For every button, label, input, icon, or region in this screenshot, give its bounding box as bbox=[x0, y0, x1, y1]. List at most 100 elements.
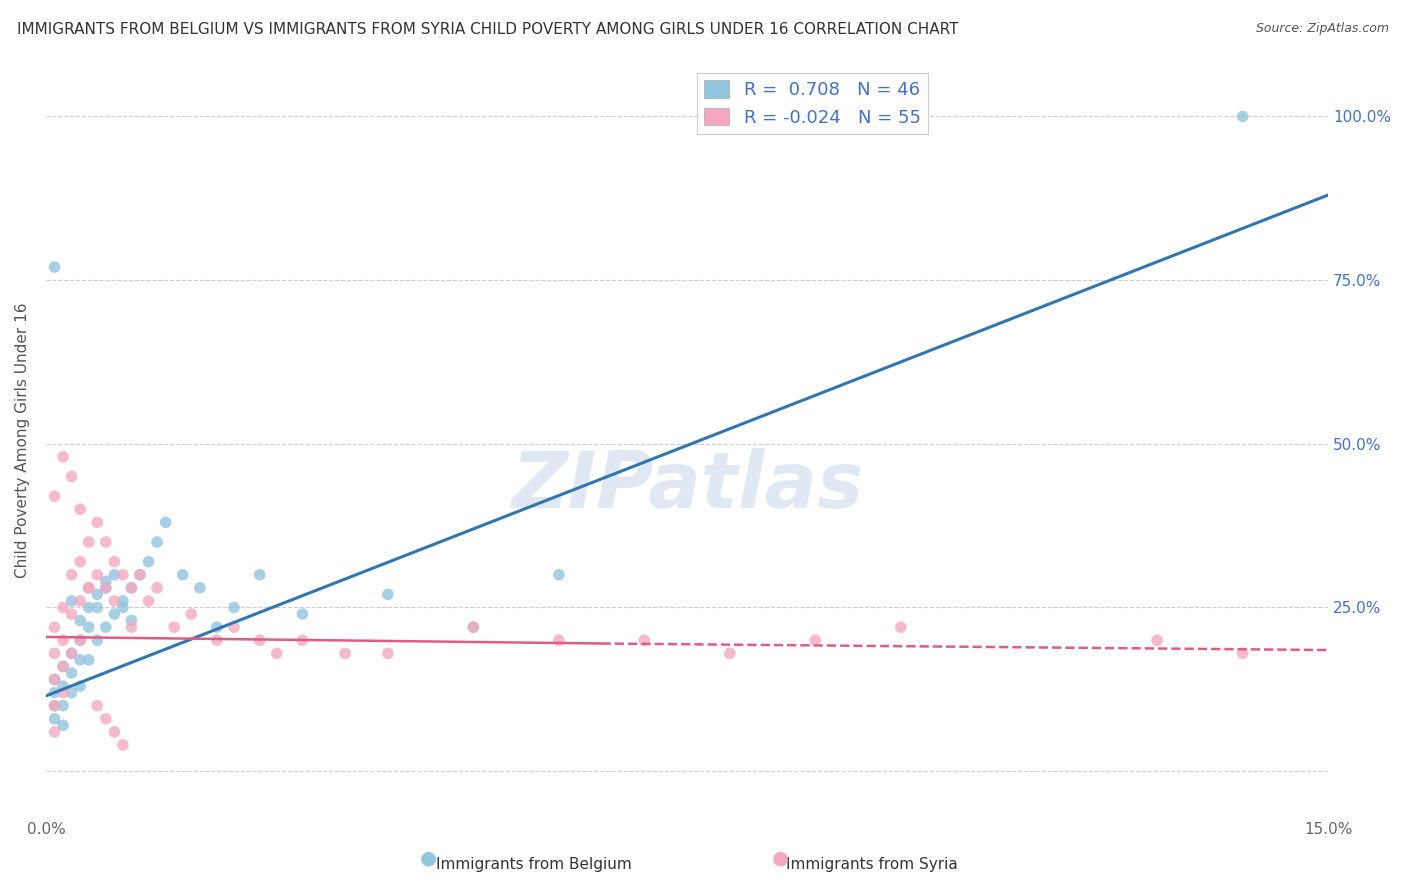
Point bbox=[103, 567, 125, 582]
Point bbox=[111, 738, 134, 752]
Text: Immigrants from Belgium: Immigrants from Belgium bbox=[436, 857, 633, 872]
Point bbox=[69, 555, 91, 569]
Point bbox=[44, 698, 66, 713]
Point bbox=[266, 646, 288, 660]
Point bbox=[463, 620, 485, 634]
Point bbox=[249, 567, 271, 582]
Point bbox=[94, 581, 117, 595]
Point bbox=[60, 646, 83, 660]
Point bbox=[69, 653, 91, 667]
Point bbox=[60, 469, 83, 483]
Point bbox=[155, 516, 177, 530]
Point bbox=[1232, 110, 1254, 124]
Point bbox=[77, 653, 100, 667]
Point bbox=[333, 646, 356, 660]
Point bbox=[69, 614, 91, 628]
Point bbox=[52, 600, 75, 615]
Y-axis label: Child Poverty Among Girls Under 16: Child Poverty Among Girls Under 16 bbox=[15, 302, 30, 578]
Text: ●: ● bbox=[420, 849, 437, 868]
Point bbox=[222, 620, 245, 634]
Point bbox=[633, 633, 655, 648]
Point bbox=[146, 581, 169, 595]
Point bbox=[111, 567, 134, 582]
Point bbox=[44, 712, 66, 726]
Point bbox=[804, 633, 827, 648]
Text: IMMIGRANTS FROM BELGIUM VS IMMIGRANTS FROM SYRIA CHILD POVERTY AMONG GIRLS UNDER: IMMIGRANTS FROM BELGIUM VS IMMIGRANTS FR… bbox=[17, 22, 959, 37]
Point bbox=[249, 633, 271, 648]
Point bbox=[77, 535, 100, 549]
Point bbox=[377, 587, 399, 601]
Text: Immigrants from Syria: Immigrants from Syria bbox=[786, 857, 957, 872]
Point bbox=[222, 600, 245, 615]
Point bbox=[138, 594, 160, 608]
Point bbox=[69, 502, 91, 516]
Point bbox=[77, 600, 100, 615]
Text: ZIPatlas: ZIPatlas bbox=[510, 448, 863, 524]
Point bbox=[120, 620, 142, 634]
Point bbox=[77, 581, 100, 595]
Point bbox=[44, 673, 66, 687]
Point bbox=[69, 594, 91, 608]
Point bbox=[463, 620, 485, 634]
Point bbox=[1232, 646, 1254, 660]
Point bbox=[890, 620, 912, 634]
Point bbox=[120, 581, 142, 595]
Point bbox=[129, 567, 152, 582]
Point bbox=[547, 567, 569, 582]
Point bbox=[120, 614, 142, 628]
Point bbox=[86, 567, 108, 582]
Point bbox=[77, 620, 100, 634]
Point bbox=[44, 620, 66, 634]
Point bbox=[86, 587, 108, 601]
Point bbox=[188, 581, 211, 595]
Point bbox=[52, 679, 75, 693]
Point bbox=[52, 685, 75, 699]
Point bbox=[205, 633, 228, 648]
Point bbox=[86, 698, 108, 713]
Point bbox=[547, 633, 569, 648]
Point bbox=[52, 718, 75, 732]
Point bbox=[94, 574, 117, 589]
Point bbox=[86, 633, 108, 648]
Point bbox=[69, 633, 91, 648]
Point bbox=[52, 659, 75, 673]
Point bbox=[172, 567, 194, 582]
Point bbox=[291, 633, 314, 648]
Point bbox=[52, 659, 75, 673]
Point bbox=[103, 724, 125, 739]
Point bbox=[44, 260, 66, 274]
Point bbox=[146, 535, 169, 549]
Point bbox=[163, 620, 186, 634]
Point bbox=[86, 516, 108, 530]
Point bbox=[94, 712, 117, 726]
Point bbox=[205, 620, 228, 634]
Point bbox=[180, 607, 202, 621]
Point bbox=[69, 633, 91, 648]
Point bbox=[44, 685, 66, 699]
Point bbox=[52, 450, 75, 464]
Legend: R =  0.708   N = 46, R = -0.024   N = 55: R = 0.708 N = 46, R = -0.024 N = 55 bbox=[697, 73, 928, 134]
Point bbox=[52, 633, 75, 648]
Point bbox=[377, 646, 399, 660]
Point bbox=[718, 646, 741, 660]
Point bbox=[69, 679, 91, 693]
Point bbox=[86, 600, 108, 615]
Point bbox=[44, 646, 66, 660]
Point bbox=[60, 685, 83, 699]
Point bbox=[138, 555, 160, 569]
Point bbox=[103, 594, 125, 608]
Point bbox=[52, 698, 75, 713]
Point bbox=[44, 724, 66, 739]
Point bbox=[60, 665, 83, 680]
Point bbox=[291, 607, 314, 621]
Point bbox=[60, 594, 83, 608]
Point bbox=[1146, 633, 1168, 648]
Point bbox=[94, 620, 117, 634]
Point bbox=[111, 600, 134, 615]
Point bbox=[77, 581, 100, 595]
Point bbox=[111, 594, 134, 608]
Point bbox=[44, 489, 66, 503]
Point bbox=[44, 673, 66, 687]
Text: Source: ZipAtlas.com: Source: ZipAtlas.com bbox=[1256, 22, 1389, 36]
Point bbox=[103, 555, 125, 569]
